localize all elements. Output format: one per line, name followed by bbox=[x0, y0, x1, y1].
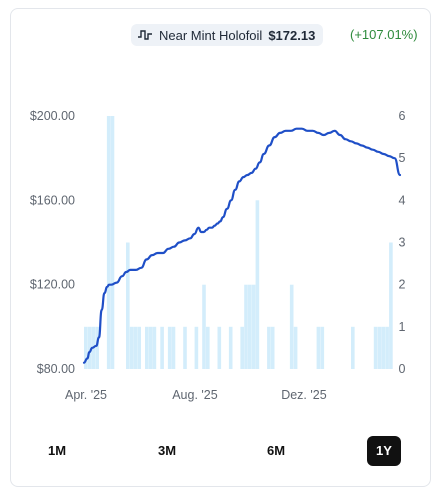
tab-3m[interactable]: 3M bbox=[157, 443, 177, 458]
volume-bar bbox=[194, 326, 199, 369]
x-tick-label: Dez. '25 bbox=[281, 388, 327, 402]
volume-bar bbox=[373, 326, 378, 369]
price-change: (+107.01%) bbox=[350, 27, 418, 42]
y-left-tick-label: $120.00 bbox=[30, 278, 75, 292]
volume-bar bbox=[381, 326, 386, 369]
volume-bar bbox=[202, 284, 206, 369]
y-left-tick-label: $160.00 bbox=[30, 193, 75, 207]
current-price: $172.13 bbox=[268, 27, 316, 43]
volume-bar bbox=[267, 326, 271, 369]
variant-name: Near Mint Holofoil bbox=[159, 27, 263, 43]
price-history-card bbox=[10, 8, 431, 487]
y-right-tick-label: 5 bbox=[399, 151, 406, 165]
tab-1m[interactable]: 1M bbox=[47, 443, 67, 458]
volume-bar bbox=[137, 326, 141, 369]
volume-bar bbox=[316, 326, 321, 369]
volume-bar bbox=[385, 326, 389, 369]
range-tabs: 1M 3M 6M 1Y bbox=[30, 436, 410, 466]
volume-bar bbox=[110, 116, 115, 369]
volume-bar bbox=[183, 326, 187, 369]
x-tick-label: Aug. '25 bbox=[172, 388, 218, 402]
y-right-tick-label: 4 bbox=[399, 193, 406, 207]
tab-6m[interactable]: 6M bbox=[266, 443, 286, 458]
volume-bar bbox=[126, 242, 130, 369]
volume-bar bbox=[129, 326, 134, 369]
volume-bar bbox=[244, 284, 248, 369]
volume-bar bbox=[255, 200, 260, 369]
volume-bar bbox=[270, 326, 275, 369]
tab-1y[interactable]: 1Y bbox=[367, 436, 401, 466]
x-tick-label: Apr. '25 bbox=[65, 388, 107, 402]
y-right-tick-label: 0 bbox=[399, 362, 406, 376]
volume-bar bbox=[293, 326, 298, 369]
volume-bar bbox=[351, 326, 355, 369]
volume-bar bbox=[320, 326, 325, 369]
volume-bar bbox=[389, 242, 393, 369]
y-right-tick-label: 1 bbox=[399, 320, 406, 334]
volume-bar bbox=[217, 326, 222, 369]
volume-bar bbox=[171, 326, 176, 369]
y-right-tick-label: 6 bbox=[399, 109, 406, 123]
y-left-tick-label: $80.00 bbox=[37, 362, 75, 376]
volume-bar bbox=[251, 284, 256, 369]
volume-bar bbox=[145, 326, 149, 369]
volume-bar bbox=[133, 326, 138, 369]
price-line bbox=[82, 127, 402, 364]
volume-bar bbox=[95, 326, 99, 369]
volume-bar bbox=[84, 326, 88, 369]
volume-bars bbox=[84, 116, 393, 369]
volume-bar bbox=[87, 326, 92, 369]
volume-bar bbox=[289, 284, 294, 369]
volume-bar bbox=[160, 326, 164, 369]
y-left-tick-label: $200.00 bbox=[30, 109, 75, 123]
volume-bar bbox=[377, 326, 382, 369]
price-chart-icon bbox=[137, 28, 153, 42]
volume-bar bbox=[240, 326, 244, 369]
volume-bar bbox=[148, 326, 153, 369]
volume-bar bbox=[106, 116, 111, 369]
y-right-tick-label: 3 bbox=[399, 236, 406, 250]
volume-bar bbox=[206, 326, 210, 369]
y-right-tick-label: 2 bbox=[399, 278, 406, 292]
variant-price-pill[interactable]: Near Mint Holofoil $172.13 bbox=[131, 24, 324, 46]
volume-bar bbox=[248, 284, 252, 369]
volume-bar bbox=[167, 326, 172, 369]
chart-axes: $200.00 $160.00 $120.00 $80.00 6 5 4 3 2 1 0 Apr. '… bbox=[30, 109, 406, 402]
volume-bar bbox=[228, 326, 233, 369]
volume-bar bbox=[152, 326, 157, 369]
